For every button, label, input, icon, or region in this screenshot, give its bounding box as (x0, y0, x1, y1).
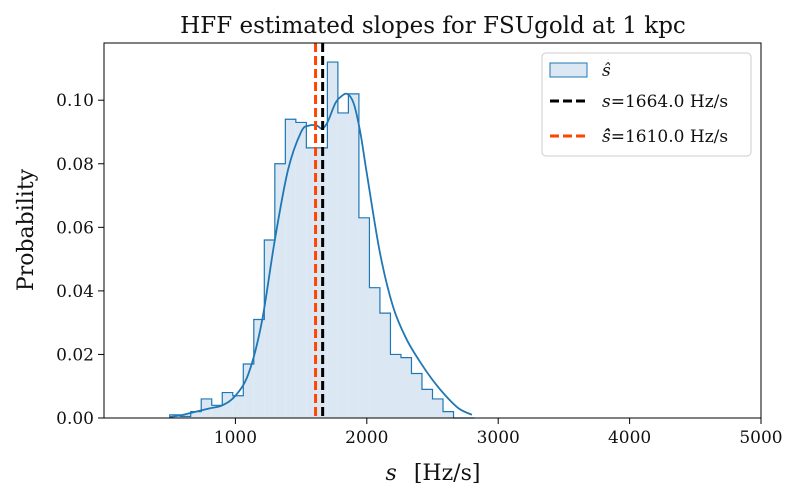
histogram-bar (327, 62, 338, 418)
x-axis-ticks: 1000 2000 3000 4000 5000 (214, 418, 783, 448)
x-tick-label: 4000 (608, 428, 651, 448)
histogram-bar (274, 163, 286, 418)
x-tick-label: 3000 (477, 428, 520, 448)
x-axis-unit: [Hz/s] (414, 461, 481, 486)
histogram-bar (421, 389, 433, 418)
histogram-bar (285, 119, 296, 419)
histogram-bar (358, 217, 370, 418)
legend-label-shathat: ŝ̂=1610.0 Hz/s (602, 127, 728, 147)
histogram-bar (306, 147, 317, 419)
histogram-bar (379, 313, 391, 418)
y-axis-ticks: 0.00 0.02 0.04 0.06 0.08 0.10 (56, 91, 104, 429)
x-axis-label: s [Hz/s] (386, 461, 481, 486)
histogram-bar (295, 122, 307, 418)
legend-hist-swatch (549, 62, 588, 78)
x-axis-symbol: s (386, 461, 397, 486)
histogram-bar (222, 392, 233, 418)
reference-lines (314, 43, 325, 418)
x-tick-label: 5000 (739, 428, 782, 448)
x-tick-label: 2000 (345, 428, 388, 448)
histogram-bar (180, 416, 191, 418)
y-tick-label: 0.10 (56, 91, 94, 111)
histogram-bar (400, 357, 412, 418)
chart-title: HFF estimated slopes for FSUgold at 1 kp… (180, 13, 686, 39)
x-tick-label: 1000 (214, 428, 257, 448)
legend-label-s: s=1664.0 Hz/s (602, 92, 728, 112)
histogram-bar (369, 287, 380, 418)
histogram-bar (411, 373, 422, 418)
histogram-bar (348, 93, 359, 418)
histogram-bar (432, 398, 444, 418)
y-tick-label: 0.02 (56, 345, 94, 365)
histogram-bar (190, 411, 202, 418)
histogram-bar (264, 240, 275, 418)
histogram-bar (390, 354, 401, 418)
histogram-bar (337, 112, 349, 418)
histogram-bar (211, 405, 223, 418)
kde-curve (169, 92, 473, 418)
legend-label-shat: ŝ (602, 61, 611, 81)
histogram-layer (169, 61, 475, 419)
histogram-bar (443, 411, 454, 418)
y-tick-label: 0.06 (56, 218, 94, 238)
legend: ŝ s=1664.0 Hz/s ŝ̂=1610.0 Hz/s (541, 52, 752, 157)
histogram-bar (243, 363, 254, 418)
kde-layer (169, 92, 473, 418)
y-tick-label: 0.08 (56, 155, 94, 175)
y-axis-label: Probability (14, 168, 39, 291)
y-tick-label: 0.00 (56, 409, 94, 429)
histogram-bar (253, 319, 265, 418)
legend-box (541, 52, 752, 157)
histogram-bar (232, 395, 244, 418)
plot-frame (103, 42, 762, 419)
y-tick-label: 0.04 (56, 282, 94, 302)
